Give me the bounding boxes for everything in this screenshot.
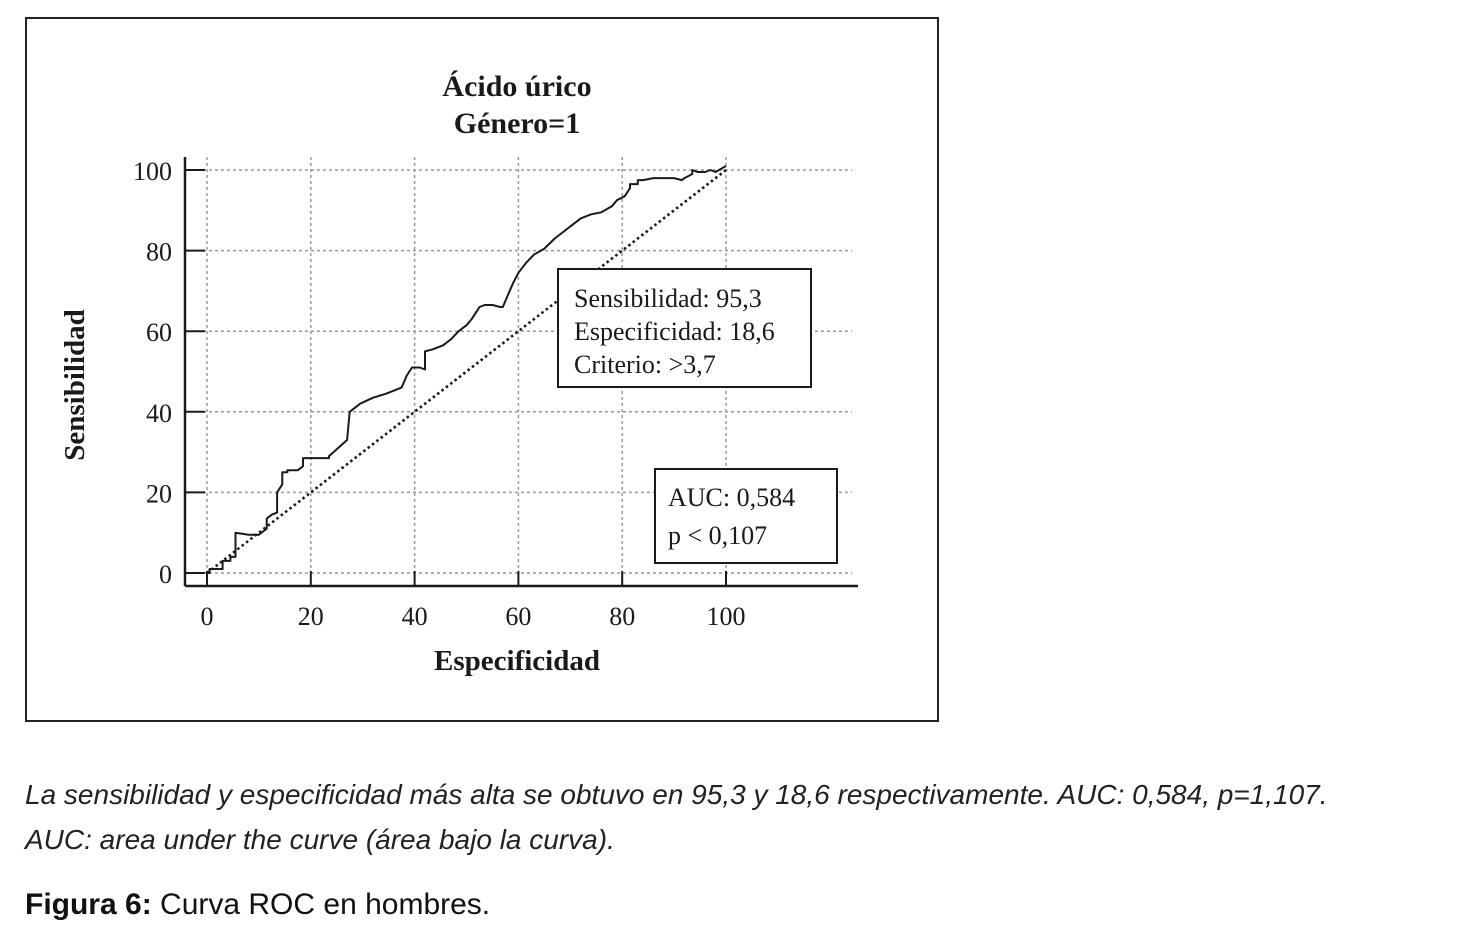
axes-layer: 0 20 40 60 80 100 0 20 40 60 80 100 [133,157,858,631]
annotation-text: Sensibilidad: 95,3 [574,284,762,313]
figure-label: Figura 6: Curva ROC en hombres. [25,888,490,922]
y-tick-label: 0 [159,560,172,589]
x-tick-label: 100 [707,602,746,631]
roc-curve [207,165,727,574]
y-tick-label: 20 [146,479,172,508]
figure-description: Curva ROC en hombres. [151,888,491,921]
figure-number: Figura 6: [25,888,152,921]
annotation-text: AUC: 0,584 [668,483,795,512]
x-tick-label: 40 [402,602,428,631]
y-tick-label: 40 [146,399,172,428]
annotation-layer: Sensibilidad: 95,3 Especificidad: 18,6 Cri… [557,268,838,564]
annotation-text: Especificidad: 18,6 [574,317,775,346]
x-axis-label: Especificidad [434,645,600,677]
series-layer [206,165,727,575]
auc-annotation-box [654,468,838,564]
y-tick-label: 100 [133,157,172,186]
chart-title: Ácido úrico [442,70,591,103]
x-tick-label: 80 [609,602,635,631]
roc-chart: 0 20 40 60 80 100 0 20 40 60 80 100 Sensibilidad: 9… [59,70,858,677]
chart-subtitle: Género=1 [454,107,581,140]
y-tick-label: 60 [146,318,172,347]
y-axis-label: Sensibilidad [59,309,91,461]
y-tick-label: 80 [146,238,172,267]
figure-frame: 0 20 40 60 80 100 0 20 40 60 80 100 Sensibilidad: 9… [25,17,939,722]
caption-line-1: La sensibilidad y especificidad más alta… [25,779,1328,810]
x-tick-label: 0 [201,602,214,631]
caption-line-2: AUC: area under the curve (área bajo la … [25,824,615,855]
annotation-text: p < 0,107 [668,521,767,550]
x-tick-label: 60 [505,602,531,631]
x-tick-label: 20 [298,602,324,631]
annotation-text: Criterio: >3,7 [574,350,716,379]
criterion-annotation-box [557,268,812,388]
figure-caption: La sensibilidad y especificidad más alta… [25,772,1465,862]
